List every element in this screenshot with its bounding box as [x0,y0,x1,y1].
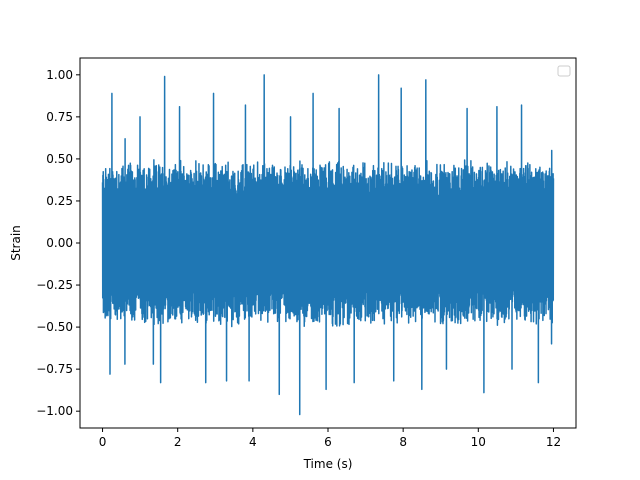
y-tick-label: −0.25 [36,278,73,292]
series-layer [101,74,555,416]
strain-signal-line [101,74,555,416]
x-tick-label: 2 [174,435,182,449]
x-tick-label: 8 [399,435,407,449]
y-tick-label: −1.00 [36,404,73,418]
y-tick-label: −0.50 [36,320,73,334]
x-tick-label: 12 [546,435,561,449]
y-tick-label: 1.00 [46,68,73,82]
legend-box [557,65,571,77]
x-tick-label: 10 [471,435,486,449]
x-axis-ticks: 0 2 4 6 8 10 12 [99,428,561,449]
y-tick-label: 0.25 [46,194,73,208]
y-axis-ticks: −1.00 −0.75 −0.50 −0.25 0.00 0.25 0.50 0.75 1.00 [36,68,80,418]
y-tick-label: −0.75 [36,362,73,376]
x-tick-label: 4 [249,435,257,449]
y-tick-label: 0.50 [46,152,73,166]
y-axis-label: Strain [9,225,23,261]
x-tick-label: 6 [324,435,332,449]
y-tick-label: 0.75 [46,110,73,124]
y-tick-label: 0.00 [46,236,73,250]
x-tick-label: 0 [99,435,107,449]
x-axis-label: Time (s) [303,457,353,471]
